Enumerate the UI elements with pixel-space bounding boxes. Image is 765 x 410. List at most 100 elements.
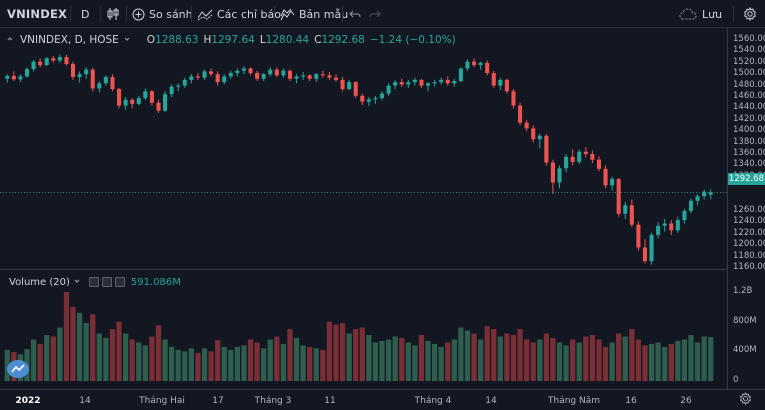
candle-body	[583, 151, 588, 154]
high-value: 1297.64	[211, 34, 255, 46]
save-button[interactable]: Lưu	[679, 0, 722, 28]
indicators-button[interactable]: Các chỉ báo	[197, 0, 281, 28]
candle-body	[169, 86, 174, 95]
volume-bar	[694, 342, 701, 381]
candle-body	[557, 168, 562, 183]
legend-menu-chevron-icon[interactable]	[123, 34, 131, 46]
toolbar-divider	[100, 6, 101, 22]
volume-bar	[537, 339, 543, 381]
volume-bar	[307, 346, 313, 381]
volume-bar	[471, 333, 477, 381]
candle-body	[57, 57, 62, 61]
candle-body	[241, 68, 246, 71]
volume-bar	[510, 335, 517, 381]
price-axis-label: 1160.00	[733, 262, 765, 272]
volume-bar	[570, 339, 576, 381]
price-axis-label: 1220.00	[733, 227, 765, 238]
volume-bar	[418, 335, 425, 381]
compare-button[interactable]: So sánh	[132, 0, 193, 28]
settings-button[interactable]	[743, 0, 757, 28]
volume-bar	[589, 335, 596, 381]
candle-body	[333, 77, 339, 80]
candle-body	[425, 83, 431, 86]
price-axis-label: 1500.00	[733, 68, 765, 79]
candle-body	[662, 223, 667, 226]
candle-body	[491, 73, 496, 86]
price-axis-label: 1440.00	[733, 102, 765, 113]
indicators-label: Các chỉ báo	[217, 7, 281, 21]
volume-bar	[392, 336, 398, 381]
volume-bar	[129, 339, 135, 381]
price-axis-label: 1360.00	[733, 148, 765, 158]
volume-bar	[136, 342, 142, 381]
redo-button[interactable]	[369, 0, 381, 28]
volume-bar	[359, 327, 365, 381]
volume-bar	[517, 329, 523, 381]
volume-bar	[188, 348, 194, 381]
volume-bar	[109, 329, 116, 381]
volume-bar	[425, 340, 431, 381]
volume-bar	[228, 349, 234, 381]
close-value: 1292.68	[321, 34, 365, 46]
symbol-search[interactable]: VNINDEX	[7, 0, 67, 28]
symbol-name[interactable]: VNINDEX	[7, 7, 68, 21]
volume-bar	[530, 342, 536, 381]
plus-circle-icon	[132, 8, 145, 21]
open-value: 1288.63	[155, 34, 199, 46]
candle-body	[44, 58, 49, 66]
candle-body	[314, 74, 319, 79]
candlestick-chart[interactable]	[0, 28, 727, 389]
volume-bar	[596, 339, 602, 381]
chart-type-button[interactable]	[106, 0, 120, 28]
volume-bar	[458, 327, 464, 381]
templates-button[interactable]: Bản mẫu	[280, 0, 348, 28]
last-price-tag: 1292.68	[728, 173, 765, 185]
candle-body	[537, 135, 542, 140]
volume-bar	[169, 346, 175, 381]
volume-axis-label: 1.2B	[733, 286, 753, 296]
volume-bar	[648, 343, 655, 381]
candle-body	[570, 156, 575, 162]
candle-body	[373, 98, 378, 100]
candle-body	[215, 74, 220, 83]
time-axis-label: 16	[625, 396, 637, 406]
pane-separator[interactable]	[0, 269, 727, 270]
candle-body	[452, 81, 457, 84]
candle-body	[143, 91, 148, 99]
candle-body	[564, 156, 569, 169]
remove-icon[interactable]	[114, 277, 125, 287]
candle-body	[347, 82, 352, 90]
time-axis-label: Tháng Hai	[139, 396, 185, 406]
volume-bar	[385, 339, 392, 381]
eye-icon[interactable]	[88, 277, 99, 287]
volume-bar	[668, 343, 674, 381]
volume-bar	[300, 345, 306, 381]
volume-bar	[149, 336, 155, 381]
volume-bar	[346, 333, 352, 381]
collapse-chevron-icon[interactable]	[6, 34, 14, 46]
volume-bar	[247, 339, 254, 381]
candle-body	[209, 71, 214, 75]
candle-body	[156, 102, 161, 111]
volume-bar	[215, 340, 221, 381]
interval-button[interactable]: D	[81, 0, 89, 28]
volume-bar	[320, 349, 326, 381]
settings-small-icon[interactable]	[101, 277, 112, 287]
candle-body	[320, 74, 325, 76]
candle-body	[31, 61, 36, 70]
volume-bar	[681, 339, 688, 381]
candle-body	[51, 58, 56, 61]
volume-menu-chevron-icon[interactable]	[73, 277, 81, 288]
candle-body	[97, 83, 102, 89]
volume-bar	[616, 333, 622, 381]
volume-bar	[44, 335, 50, 381]
axis-settings-gear-icon[interactable]	[739, 391, 752, 408]
candle-body	[472, 61, 477, 66]
volume-bar	[438, 346, 444, 381]
toolbar-divider	[733, 6, 734, 22]
candle-body	[511, 91, 516, 106]
candle-body	[123, 99, 128, 106]
candle-body	[235, 70, 240, 74]
undo-button[interactable]	[349, 0, 361, 28]
candle-body	[623, 205, 628, 214]
